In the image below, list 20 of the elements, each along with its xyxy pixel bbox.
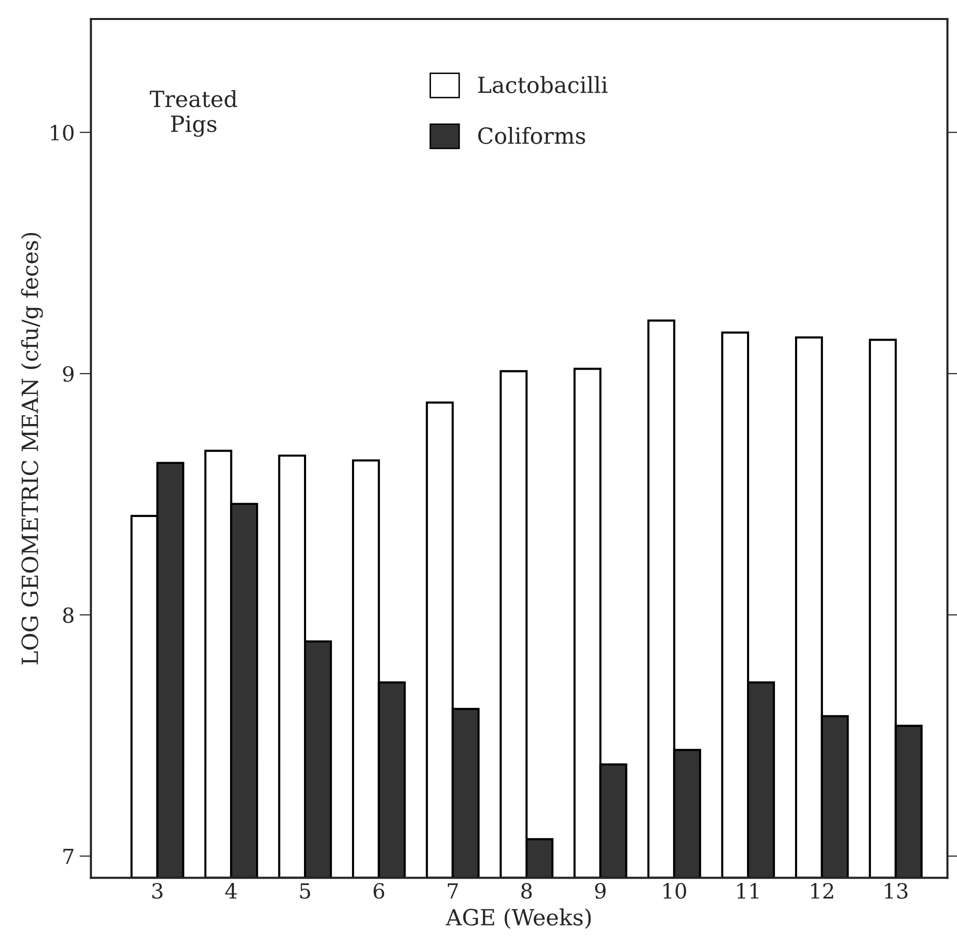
y-axis-title: LOG GEOMETRIC MEAN (cfu/g feces) [21, 232, 43, 664]
y-tick-label: 10 [50, 124, 74, 141]
x-axis-title: AGE (Weeks) [446, 908, 591, 929]
y-tick-label: 7 [63, 848, 74, 864]
x-tick-label: 3 [152, 883, 162, 899]
y-tick-label: 8 [63, 607, 74, 624]
legend-label: Coliforms [478, 126, 586, 144]
x-tick-label: 11 [737, 883, 758, 899]
x-tick-label: 9 [595, 883, 606, 899]
y-tick-label: 9 [63, 366, 74, 382]
x-tick-label: 5 [300, 883, 310, 899]
legend-label: Lactobacilli [478, 76, 608, 94]
annotation: Treated Pigs [150, 90, 238, 137]
x-tick-label: 8 [521, 883, 532, 899]
x-tick-label: 13 [885, 883, 908, 899]
x-tick-label: 10 [664, 883, 686, 899]
x-tick-label: 4 [225, 883, 237, 899]
x-tick-label: 6 [374, 883, 384, 899]
x-tick-label: 7 [448, 883, 458, 899]
x-tick-label: 12 [811, 883, 834, 899]
